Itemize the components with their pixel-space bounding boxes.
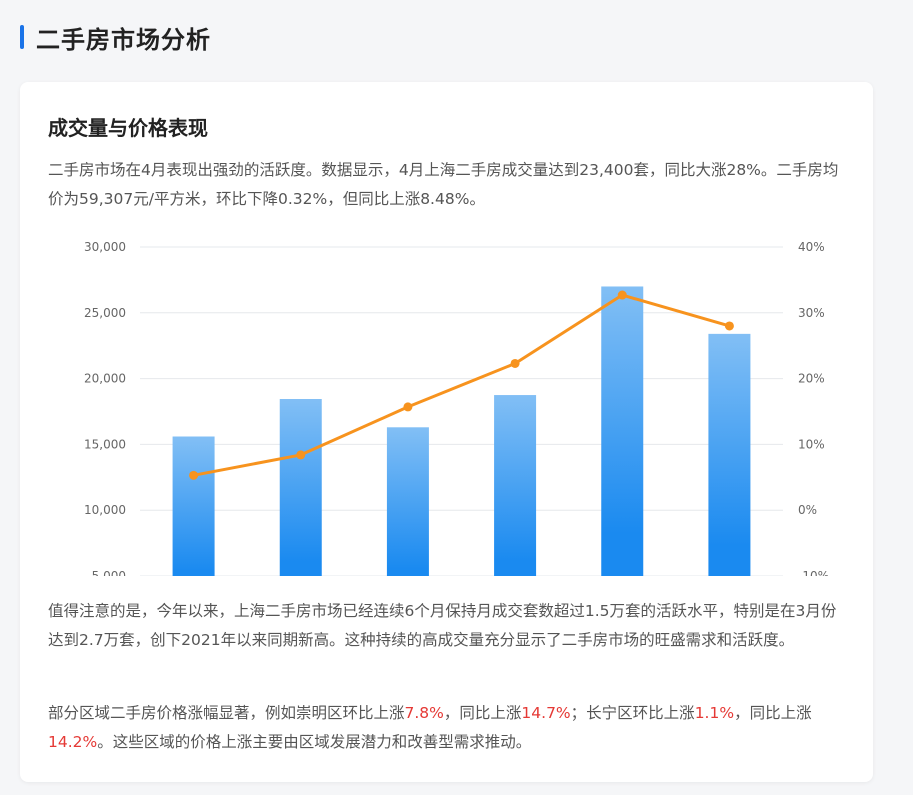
text-segment: ，同比上涨: [443, 704, 522, 722]
paragraph-volume: 值得注意的是，今年以来，上海二手房市场已经连续6个月保持月成交套数超过1.5万套…: [48, 602, 837, 649]
accent-bar: [20, 25, 24, 49]
card-title: 成交量与价格表现: [48, 116, 208, 140]
paragraph-districts: 部分区域二手房价格涨幅显著，例如崇明区环比上涨7.8%，同比上涨14.7%；长宁…: [48, 699, 848, 757]
line-point: [403, 402, 413, 412]
series-line: [193, 293, 730, 477]
section-header: 二手房市场分析: [20, 20, 211, 54]
bar: [172, 436, 215, 576]
y-left-tick-label: 5,000: [92, 569, 126, 576]
y-left-tick-label: 15,000: [84, 437, 126, 451]
line-point: [617, 290, 627, 300]
y-right-tick-label: -10%: [798, 569, 829, 576]
highlight-value: 7.8%: [404, 704, 444, 722]
highlight-value: 14.2%: [48, 733, 98, 751]
highlight-value: 1.1%: [694, 704, 735, 722]
bar: [494, 395, 537, 576]
bar: [386, 427, 429, 576]
bar: [708, 333, 751, 576]
line-point: [296, 450, 306, 460]
text-segment: 。这些区域的价格上涨主要由区域发展潜力和改善型需求推动。: [97, 733, 532, 751]
bar: [279, 398, 322, 576]
line-point: [189, 470, 199, 480]
line-point: [510, 358, 520, 368]
y-right-tick-label: 10%: [798, 437, 825, 451]
y-left-tick-label: 20,000: [84, 372, 126, 386]
chart-bars: [172, 286, 751, 576]
line-point: [724, 321, 734, 331]
y-right-tick-label: 20%: [798, 372, 825, 386]
y-right-tick-label: 30%: [798, 306, 825, 320]
text-segment: 部分区域二手房价格涨幅显著，例如崇明区环比上涨: [48, 704, 405, 722]
chart-axis-labels: 5,000 10,000 15,000 20,000 25,000 30,000 -10% 0…: [84, 240, 829, 576]
y-right-tick-label: 0%: [798, 503, 817, 517]
chart-line: [189, 290, 734, 480]
section-title: 二手房市场分析: [36, 25, 211, 54]
y-left-tick-label: 25,000: [84, 306, 126, 320]
y-left-tick-label: 30,000: [84, 240, 126, 254]
content-card: 成交量与价格表现 二手房市场在4月表现出强劲的活跃度。数据显示，4月上海二手房成…: [20, 82, 873, 782]
y-right-tick-label: 40%: [798, 240, 825, 254]
bar: [601, 286, 644, 576]
y-left-tick-label: 10,000: [84, 503, 126, 517]
paragraph-intro: 二手房市场在4月表现出强劲的活跃度。数据显示，4月上海二手房成交量达到23,40…: [48, 161, 839, 208]
text-segment: ，同比上涨: [734, 704, 812, 722]
highlight-value: 14.7%: [521, 704, 571, 722]
chart-grid: [140, 246, 783, 576]
text-segment: ；长宁区环比上涨: [570, 704, 695, 722]
combo-chart: 5,000 10,000 15,000 20,000 25,000 30,000 -10% 0…: [48, 232, 848, 576]
